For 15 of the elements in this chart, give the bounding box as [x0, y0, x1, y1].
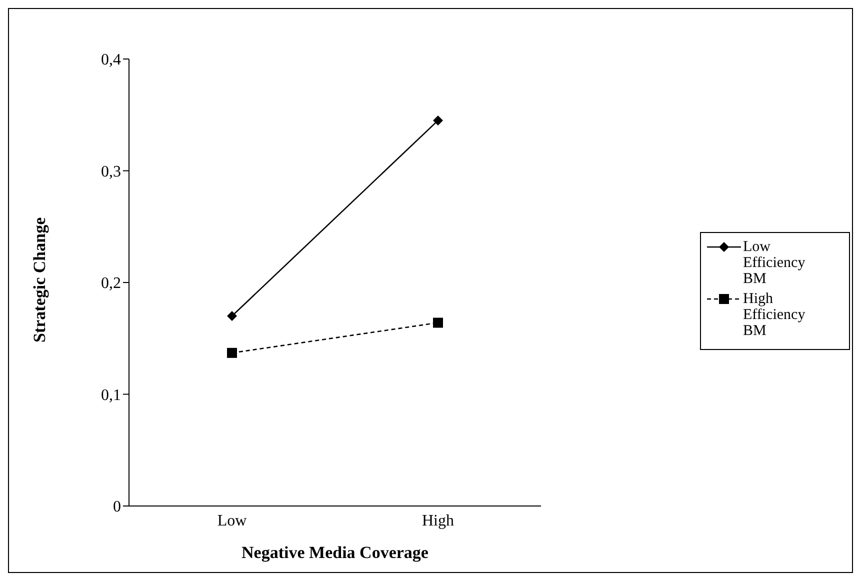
- y-axis-title: Strategic Change: [30, 216, 50, 342]
- point: [433, 115, 443, 126]
- y-tick-label: 0,3: [101, 163, 121, 180]
- y-tick-label: 0,4: [101, 52, 121, 69]
- point: [227, 311, 237, 322]
- point: [227, 348, 237, 358]
- legend-label: Low Efficiency BM: [743, 238, 806, 286]
- x-tick-label: High: [422, 512, 454, 530]
- y-tick-label: 0,1: [101, 386, 121, 404]
- legend-label: High Efficiency BM: [743, 290, 806, 338]
- x-axis-title: Negative Media Coverage: [242, 543, 429, 562]
- y-tick-label: 0: [113, 498, 121, 516]
- point: [433, 318, 443, 328]
- x-tick-label: Low: [217, 512, 248, 530]
- y-tick-label: 0,2: [101, 275, 121, 292]
